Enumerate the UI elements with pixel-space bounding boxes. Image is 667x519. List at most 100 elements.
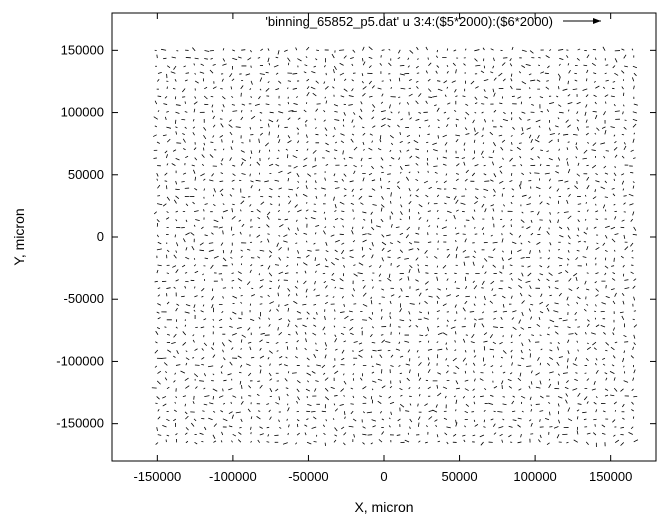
vector-arrow <box>454 280 457 284</box>
vector-arrow <box>443 111 447 114</box>
vector-arrow <box>452 62 456 67</box>
vector-arrow <box>306 357 310 361</box>
vector-arrow <box>360 101 363 105</box>
vector-arrow <box>334 370 339 374</box>
vector-arrow <box>325 150 330 153</box>
vector-arrow <box>362 86 367 90</box>
vector-arrow <box>536 241 541 245</box>
vector-arrow <box>528 308 531 312</box>
vector-arrow <box>358 115 363 120</box>
vector-arrow <box>460 202 466 205</box>
vector-arrow <box>343 88 348 92</box>
vector-arrow <box>623 334 627 338</box>
vector-arrow <box>557 249 560 251</box>
vector-arrow <box>537 357 540 361</box>
vector-arrow <box>352 288 355 292</box>
vector-arrow <box>527 240 531 243</box>
vector-arrow <box>567 187 570 190</box>
vector-arrow <box>240 339 243 343</box>
vector-arrow <box>313 353 317 359</box>
vector-arrow <box>612 81 616 83</box>
vector-arrow <box>194 295 198 298</box>
vector-arrow <box>166 249 170 253</box>
vector-arrow <box>586 54 590 59</box>
vector-arrow <box>500 365 503 368</box>
vector-arrow <box>442 264 447 269</box>
vector-arrow <box>593 72 597 75</box>
vector-arrow <box>297 140 300 144</box>
vector-arrow <box>175 158 180 161</box>
vector-arrow <box>464 425 466 428</box>
vector-arrow <box>586 303 589 306</box>
vector-arrow <box>437 440 441 443</box>
vector-arrow <box>502 304 505 308</box>
vector-arrow <box>577 403 582 405</box>
vector-arrow <box>548 272 553 276</box>
vector-arrow <box>381 288 385 291</box>
vector-arrow <box>574 357 578 361</box>
vector-arrow <box>446 210 452 214</box>
vector-arrow <box>548 157 553 161</box>
vector-arrow <box>399 218 402 221</box>
vector-arrow <box>399 388 403 391</box>
vector-arrow <box>211 232 214 235</box>
vector-arrow <box>632 285 636 289</box>
vector-arrow <box>447 102 451 105</box>
vector-arrow <box>267 294 270 298</box>
vector-arrow <box>313 441 317 443</box>
vector-arrow <box>193 108 196 113</box>
vector-arrow <box>156 141 160 144</box>
vector-arrow <box>379 139 382 143</box>
vector-arrow <box>511 241 517 244</box>
vector-arrow <box>424 119 429 122</box>
vector-arrow <box>475 188 479 190</box>
vector-arrow <box>307 403 312 407</box>
vector-arrow <box>295 219 298 222</box>
vector-arrow <box>566 380 569 384</box>
vector-arrow <box>245 363 251 367</box>
vector-arrow <box>395 348 400 351</box>
vector-arrow <box>539 301 544 305</box>
vector-arrow <box>330 386 335 389</box>
vector-arrow <box>633 85 635 90</box>
vector-arrow <box>594 281 597 284</box>
vector-arrow <box>622 264 625 268</box>
vector-arrow <box>399 355 404 358</box>
vector-arrow <box>193 309 196 312</box>
vector-arrow <box>605 377 608 381</box>
vector-arrow <box>269 416 272 420</box>
vector-arrows <box>151 46 639 447</box>
vector-arrow <box>185 415 189 420</box>
vector-arrow <box>500 316 503 320</box>
vector-arrow <box>632 346 634 350</box>
vector-arrow <box>493 77 497 81</box>
vector-arrow <box>296 432 300 436</box>
vector-arrow <box>213 203 216 207</box>
vector-arrow <box>173 199 177 204</box>
vector-arrow <box>157 95 162 97</box>
vector-arrow <box>624 119 627 121</box>
y-tick-label: 50000 <box>68 167 104 182</box>
vector-arrow <box>566 55 569 58</box>
vector-arrow <box>549 219 552 223</box>
vector-arrow <box>258 138 260 143</box>
vector-arrow <box>388 180 391 183</box>
vector-arrow <box>610 95 615 98</box>
vector-arrow <box>602 357 606 360</box>
vector-arrow <box>604 272 607 276</box>
vector-arrow <box>388 417 391 420</box>
vector-arrow <box>501 439 504 443</box>
vector-arrow <box>370 296 372 300</box>
vector-arrow <box>444 202 447 205</box>
vector-arrow <box>592 341 597 346</box>
vector-arrow <box>348 425 354 428</box>
vector-arrow <box>343 303 345 307</box>
vector-arrow <box>201 295 204 298</box>
vector-arrow <box>594 114 598 120</box>
vector-arrow <box>501 257 504 262</box>
vector-arrow <box>502 403 507 406</box>
vector-arrow <box>185 357 190 361</box>
vector-arrow <box>184 432 188 435</box>
vector-arrow <box>510 85 513 90</box>
vector-arrow <box>490 234 493 237</box>
